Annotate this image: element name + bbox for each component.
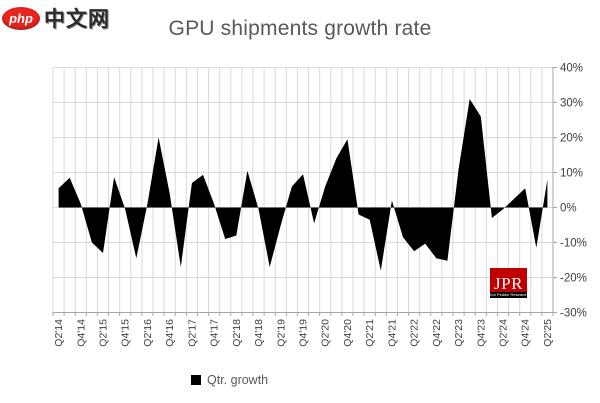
svg-text:Q4'16: Q4'16 xyxy=(164,319,176,347)
svg-text:-20%: -20% xyxy=(560,273,587,285)
jpr-logo-subtext: Jon Peddie Research xyxy=(489,292,528,297)
svg-text:10%: 10% xyxy=(560,168,583,180)
php-cn-text: 中文网 xyxy=(44,8,110,31)
chart-title: GPU shipments growth rate xyxy=(168,17,432,40)
php-logo-oval: php xyxy=(2,6,40,30)
svg-text:Q4'24: Q4'24 xyxy=(520,319,532,347)
php-logo-text: php xyxy=(9,10,33,26)
legend-label: Qtr. growth xyxy=(207,373,269,387)
svg-text:Q4'23: Q4'23 xyxy=(475,319,487,347)
svg-text:40%: 40% xyxy=(560,63,583,75)
svg-text:-30%: -30% xyxy=(560,308,587,320)
jpr-logo-text: JPR xyxy=(494,274,523,293)
svg-text:Q2'15: Q2'15 xyxy=(98,319,110,347)
svg-text:Q2'24: Q2'24 xyxy=(498,319,510,347)
jpr-logo-subtext-bar: Jon Peddie Research xyxy=(489,292,528,298)
svg-text:Q2'20: Q2'20 xyxy=(320,319,332,347)
svg-text:Q2'19: Q2'19 xyxy=(275,319,287,347)
svg-text:Q4'14: Q4'14 xyxy=(75,319,87,347)
svg-text:Q2'25: Q2'25 xyxy=(542,319,554,347)
svg-text:20%: 20% xyxy=(560,133,583,145)
legend-swatch-black-square xyxy=(191,375,201,385)
svg-text:Q2'23: Q2'23 xyxy=(453,319,465,347)
svg-text:30%: 30% xyxy=(560,98,583,110)
x-axis-labels: Q2'14 Q4'14 Q2'15 Q4'15 Q2'16 Q4'16 Q2'17 Q4'17… xyxy=(53,319,554,347)
svg-text:Q2'16: Q2'16 xyxy=(142,319,154,347)
svg-text:Q2'17: Q2'17 xyxy=(186,319,198,347)
qtr-growth-area-series xyxy=(58,99,548,271)
y-axis-labels: 40% 30% 20% 10% 0% -10% -20% -30% xyxy=(560,63,587,320)
svg-text:Q4'22: Q4'22 xyxy=(431,319,443,347)
svg-text:Q2'14: Q2'14 xyxy=(53,319,65,347)
svg-text:0%: 0% xyxy=(560,203,577,215)
axes xyxy=(52,67,557,316)
svg-text:Q4'15: Q4'15 xyxy=(120,319,132,347)
php-cn-watermark-logo: php 中文网 xyxy=(2,3,110,33)
svg-text:Q4'17: Q4'17 xyxy=(209,319,221,347)
svg-text:Q4'21: Q4'21 xyxy=(386,319,398,347)
svg-text:Q2'18: Q2'18 xyxy=(231,319,243,347)
svg-text:Q2'21: Q2'21 xyxy=(364,319,376,347)
chart-legend: Qtr. growth xyxy=(191,373,268,387)
svg-text:Q4'19: Q4'19 xyxy=(298,319,310,347)
svg-text:-10%: -10% xyxy=(560,238,587,250)
jpr-logo: JPR Jon Peddie Research xyxy=(489,268,528,298)
svg-text:Q4'20: Q4'20 xyxy=(342,319,354,347)
svg-text:Q2'22: Q2'22 xyxy=(409,319,421,347)
jpr-logo-box: JPR xyxy=(490,268,527,292)
svg-text:Q4'18: Q4'18 xyxy=(253,319,265,347)
